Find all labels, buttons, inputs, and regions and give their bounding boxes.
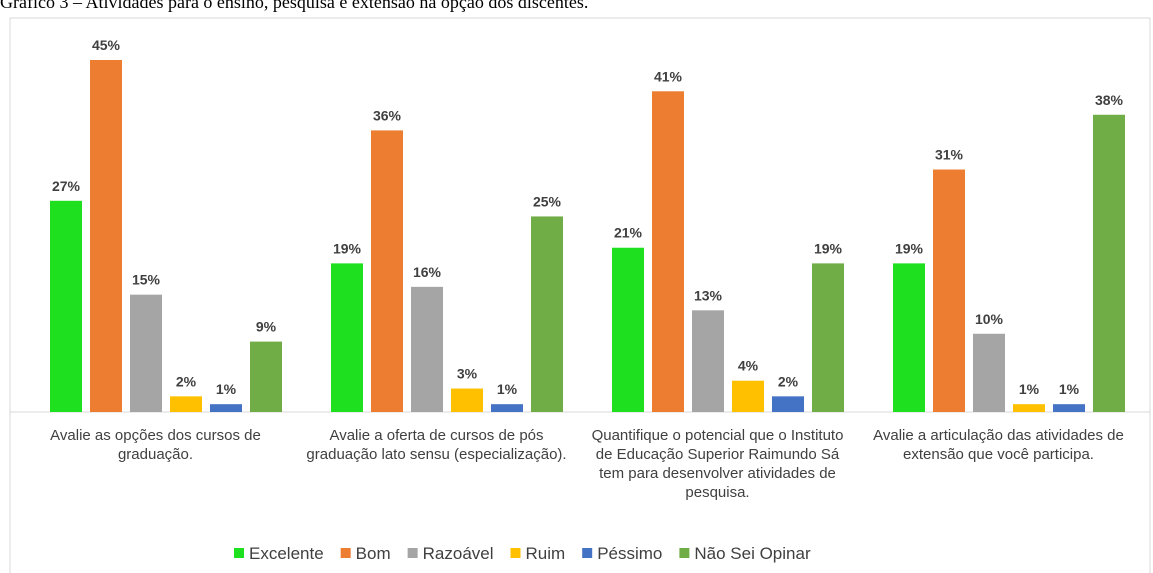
legend-label: Bom [356,544,391,563]
value-label: 16% [413,264,442,280]
value-label: 25% [533,193,562,209]
bar [371,130,403,412]
legend-swatch [679,548,690,558]
legend-swatch [407,548,418,558]
value-label: 27% [52,178,81,194]
legend-label: Não Sei Opinar [694,544,811,563]
legend-swatch [510,548,521,558]
chart-border [9,17,1151,573]
value-label: 4% [738,358,759,374]
legend-label: Péssimo [597,544,662,563]
value-label: 21% [614,225,643,241]
value-label: 1% [216,381,237,397]
value-label: 19% [895,240,924,256]
legend-swatch [340,548,351,558]
bar [732,380,764,412]
bar [130,294,162,412]
bar [170,396,202,412]
value-label: 2% [176,373,197,389]
value-label: 9% [256,319,277,335]
bar [692,310,724,412]
bar [772,396,804,412]
legend-swatch [582,548,593,558]
value-label: 1% [1059,381,1080,397]
bar [90,60,122,412]
value-label: 15% [132,272,161,288]
bar [612,247,644,412]
bar [1053,404,1085,412]
x-tick-label: Avalie as opções dos cursos de graduação… [50,427,261,463]
value-label: 38% [1095,92,1124,108]
value-label: 13% [694,287,723,303]
legend-label: Razoável [423,544,494,563]
x-tick-label: Quantifique o potencial que o Instituto … [591,427,844,501]
bar [893,263,925,412]
value-label: 3% [457,366,478,382]
bar [973,333,1005,412]
value-label: 2% [778,373,799,389]
bar [50,200,82,412]
bar [451,388,483,412]
value-label: 19% [814,240,843,256]
chart-title: Gráfico 3 – Atividades para o ensino, pe… [0,0,588,12]
value-label: 1% [497,381,518,397]
value-label: 41% [654,68,683,84]
x-tick-label: Avalie a oferta de cursos de pós graduaç… [306,427,567,463]
bar [1093,114,1125,412]
bar [1013,404,1045,412]
legend-label: Excelente [249,544,324,563]
value-label: 45% [92,37,121,53]
bar [250,341,282,412]
x-tick-label: Avalie a articulação das atividades de e… [873,427,1124,463]
bar [210,404,242,412]
value-label: 31% [935,147,964,163]
value-label: 19% [333,240,362,256]
bar [331,263,363,412]
legend-label: Ruim [526,544,566,563]
bar [812,263,844,412]
bar [531,216,563,412]
bar [652,91,684,413]
value-label: 1% [1019,381,1040,397]
bar [933,169,965,412]
bar [411,286,443,412]
bar [491,404,523,412]
value-label: 10% [975,311,1004,327]
value-label: 36% [373,107,402,123]
legend-swatch [234,548,244,558]
